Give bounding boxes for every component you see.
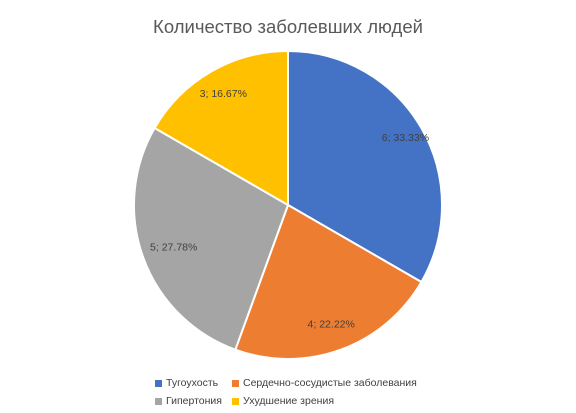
pie-slice bbox=[287, 49, 444, 284]
legend-item-serdechno-sosudistye: Сердечно-сосудистые заболевания bbox=[232, 377, 417, 389]
legend-swatch bbox=[232, 379, 239, 387]
pie-slice bbox=[234, 203, 423, 360]
chart-title: Количество заболевших людей bbox=[153, 16, 423, 37]
data-label: 5; 27.78% bbox=[150, 242, 197, 254]
legend-label: Тугоухость bbox=[166, 377, 219, 389]
legend-swatch bbox=[155, 397, 162, 405]
data-label: 4; 22.22% bbox=[308, 319, 355, 331]
pie-slice bbox=[153, 49, 289, 207]
legend-swatch bbox=[232, 397, 239, 405]
legend-item-tugoukhost: Тугоухость bbox=[155, 377, 218, 389]
data-label: 3; 16.67% bbox=[200, 88, 247, 100]
legend-item-ukhudshenie-zreniya: Ухудшение зрения bbox=[232, 395, 334, 407]
legend-label: Сердечно-сосудистые заболевания bbox=[243, 377, 417, 389]
data-label: 6; 33.33% bbox=[382, 132, 429, 144]
legend-label: Гипертония bbox=[166, 395, 222, 407]
legend-item-gipertoniya: Гипертония bbox=[155, 395, 222, 407]
legend-label: Ухудшение зрения bbox=[243, 395, 335, 407]
legend-swatch bbox=[155, 379, 162, 387]
